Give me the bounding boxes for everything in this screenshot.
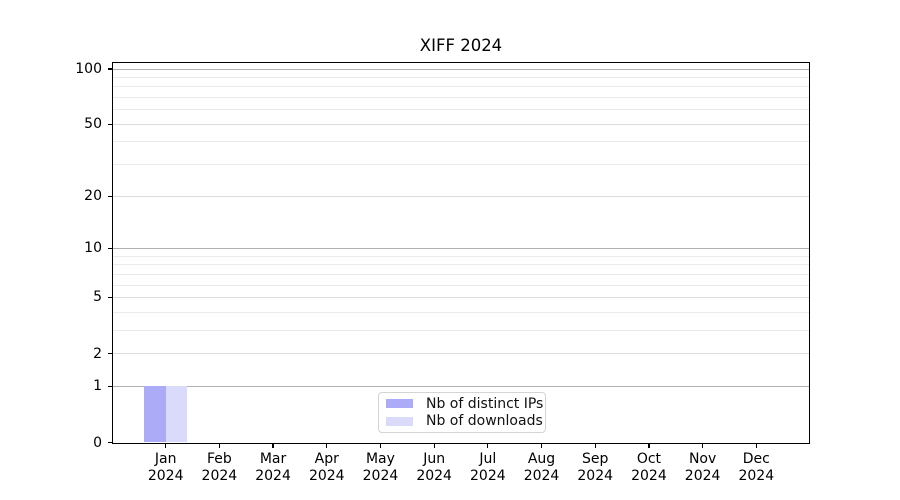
y-tick-label-1: 1 bbox=[93, 378, 102, 395]
x-tick-dec bbox=[755, 443, 757, 448]
x-tick-label-feb: Feb 2024 bbox=[201, 451, 238, 484]
gridline-10 bbox=[113, 247, 809, 249]
x-tick-may bbox=[379, 443, 382, 448]
gridline-40 bbox=[113, 141, 809, 143]
gridline-3 bbox=[113, 329, 809, 331]
legend-label: Nb of downloads bbox=[426, 413, 543, 430]
y-tick-label-20: 20 bbox=[84, 188, 102, 205]
x-tick-label-jun: Jun 2024 bbox=[416, 451, 452, 484]
gridline-8 bbox=[113, 264, 809, 266]
y-tick-label-50: 50 bbox=[84, 116, 102, 133]
x-tick-label-mar: Mar 2024 bbox=[255, 451, 291, 484]
x-tick-label-sep: Sep 2024 bbox=[577, 451, 614, 484]
x-tick-apr bbox=[326, 443, 328, 448]
x-tick-label-jul: Jul 2024 bbox=[470, 451, 506, 484]
legend-item-1: Nb of downloads bbox=[386, 413, 543, 431]
gridline-20 bbox=[113, 195, 809, 197]
x-tick-jul bbox=[487, 443, 489, 448]
gridline-5 bbox=[113, 296, 809, 298]
gridline-80 bbox=[113, 86, 809, 88]
gridline-50 bbox=[113, 123, 809, 125]
x-tick-label-nov: Nov 2024 bbox=[684, 451, 721, 484]
y-tick-2 bbox=[108, 352, 112, 355]
bars-layer bbox=[113, 63, 809, 443]
bar-series1-jan bbox=[165, 386, 188, 443]
legend-item-0: Nb of distinct IPs bbox=[386, 395, 543, 413]
plot-area bbox=[112, 62, 810, 444]
y-tick-10 bbox=[108, 247, 112, 250]
x-tick-nov bbox=[702, 443, 704, 448]
x-tick-label-may: May 2024 bbox=[362, 451, 399, 484]
y-tick-label-0: 0 bbox=[93, 434, 102, 451]
gridline-9 bbox=[113, 255, 809, 257]
chart-title: XIFF 2024 bbox=[419, 36, 503, 55]
bar-series0-jan bbox=[144, 386, 166, 443]
grid-layer bbox=[113, 63, 809, 443]
x-tick-label-oct: Oct 2024 bbox=[631, 451, 667, 484]
y-tick-1 bbox=[108, 385, 112, 387]
gridline-2 bbox=[113, 353, 809, 355]
gridline-60 bbox=[113, 109, 809, 111]
legend-swatch-icon bbox=[386, 399, 413, 409]
legend-swatch-icon bbox=[386, 416, 413, 426]
gridline-100 bbox=[113, 68, 809, 70]
x-tick-aug bbox=[540, 443, 543, 448]
y-tick-label-2: 2 bbox=[93, 345, 102, 362]
x-tick-label-dec: Dec 2024 bbox=[738, 451, 775, 484]
x-tick-sep bbox=[594, 443, 596, 448]
gridline-4 bbox=[113, 311, 809, 313]
gridline-1 bbox=[113, 385, 809, 387]
y-tick-100 bbox=[108, 68, 112, 70]
y-tick-50 bbox=[108, 123, 112, 125]
x-tick-mar bbox=[272, 443, 274, 448]
legend-label: Nb of distinct IPs bbox=[426, 395, 544, 412]
gridline-6 bbox=[113, 284, 809, 286]
y-tick-label-5: 5 bbox=[93, 289, 102, 306]
x-tick-jun bbox=[433, 443, 435, 448]
gridline-7 bbox=[113, 273, 809, 275]
x-tick-label-jan: Jan 2024 bbox=[147, 451, 184, 484]
x-tick-oct bbox=[648, 443, 650, 448]
y-tick-label-100: 100 bbox=[75, 61, 102, 77]
x-tick-label-apr: Apr 2024 bbox=[308, 451, 345, 484]
x-tick-feb bbox=[218, 443, 220, 448]
x-tick-jan bbox=[165, 443, 167, 448]
x-tick-label-aug: Aug 2024 bbox=[523, 451, 560, 484]
y-tick-5 bbox=[108, 296, 112, 299]
legend: Nb of distinct IPs Nb of downloads bbox=[378, 392, 546, 433]
gridline-90 bbox=[113, 76, 809, 78]
gridline-30 bbox=[113, 164, 809, 166]
y-tick-0 bbox=[108, 441, 112, 444]
y-tick-20 bbox=[108, 195, 112, 197]
y-tick-label-10: 10 bbox=[84, 240, 102, 257]
gridline-70 bbox=[113, 97, 809, 99]
